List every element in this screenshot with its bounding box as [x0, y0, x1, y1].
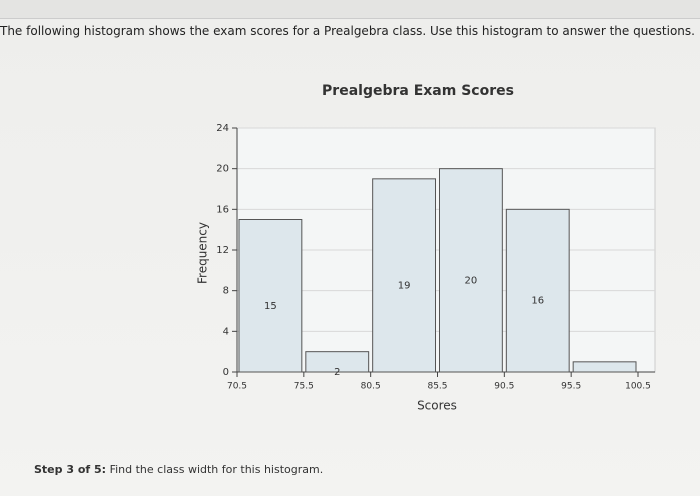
y-tick-label: 4: [223, 326, 229, 337]
value-label: 20: [465, 275, 478, 286]
bar: [572, 361, 637, 373]
bar: [238, 219, 303, 373]
x-tick-label: 75.5: [294, 382, 314, 392]
value-label: 16: [531, 296, 544, 307]
x-tick-label: 100.5: [625, 382, 651, 392]
y-tick-label: 12: [216, 245, 229, 256]
bar: [505, 208, 570, 373]
y-tick-label: 24: [216, 123, 229, 134]
value-label: 15: [264, 301, 277, 312]
y-tick-label: 20: [216, 164, 229, 175]
bar: [372, 178, 436, 373]
x-tick-label: 80.5: [361, 382, 381, 392]
x-tick-label: 95.5: [561, 382, 581, 392]
bar: [305, 351, 370, 373]
step: Step 3 of 5: Find the class width for th…: [34, 463, 323, 476]
x-axis-label: Scores: [417, 399, 457, 413]
bar: [439, 168, 503, 373]
step-text: Find the class width for this histogram.: [109, 463, 324, 476]
y-tick-label: 0: [223, 367, 229, 378]
chart-title: Prealgebra Exam Scores: [322, 83, 514, 99]
x-tick-label: 70.5: [227, 382, 247, 392]
value-label: 19: [398, 280, 411, 291]
y-tick-label: 8: [223, 286, 229, 297]
y-tick-label: 16: [216, 204, 229, 215]
y-axis-label: Frequency: [196, 222, 210, 284]
step-label: Step 3 of 5:: [34, 463, 107, 476]
x-tick-label: 85.5: [427, 382, 447, 392]
question: The following histogram shows the exam s…: [0, 24, 695, 38]
top-bar: [0, 0, 700, 19]
x-tick-label: 90.5: [494, 382, 514, 392]
value-label: 2: [334, 367, 340, 378]
